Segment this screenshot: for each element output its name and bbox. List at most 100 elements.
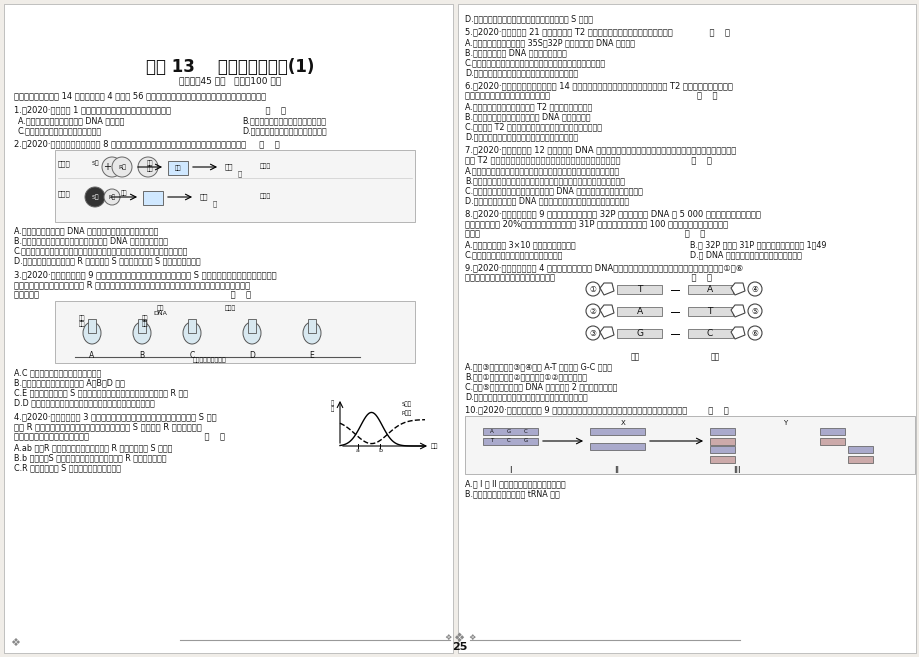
- Text: A.对两组噬菌体应分别使用 35S、32P 对其蛋白质和 DNA 进行标记: A.对两组噬菌体应分别使用 35S、32P 对其蛋白质和 DNA 进行标记: [464, 38, 634, 47]
- Text: R型菌: R型菌: [402, 410, 412, 416]
- Text: 第二组: 第二组: [58, 190, 71, 196]
- Polygon shape: [731, 283, 744, 295]
- Text: ⑤: ⑤: [751, 307, 757, 315]
- Text: A.图中③为氢键，且③与④可为 A-T 碱基对或 G-C 碱基对: A.图中③为氢键，且③与④可为 A-T 碱基对或 G-C 碱基对: [464, 362, 611, 371]
- Bar: [589, 428, 644, 435]
- Text: A.蓝藻叶绿素合成相关酶是由 DNA 控制合成: A.蓝藻叶绿素合成相关酶是由 DNA 控制合成: [18, 116, 124, 125]
- Text: A: A: [89, 351, 95, 360]
- Text: C.噬菌体增殖需要细菌提供模板、原料和酶等: C.噬菌体增殖需要细菌提供模板、原料和酶等: [464, 250, 562, 259]
- Text: C.图中⑤为磷酸基团，此 DNA 片段中含有 2 个游离的磷酸基团: C.图中⑤为磷酸基团，此 DNA 片段中含有 2 个游离的磷酸基团: [464, 382, 617, 391]
- Text: 含: 含: [330, 400, 334, 405]
- Text: C.从第二组死亡小鼠体内分离出的肺炎双球菌在培养基上培养，都会产生光滑菌落: C.从第二组死亡小鼠体内分离出的肺炎双球菌在培养基上培养，都会产生光滑菌落: [14, 246, 188, 255]
- Text: 菌与 R 型活细菌混合，注射到小鼠体内，小鼠体内 S 型细菌和 R 型细菌的含量: 菌与 R 型活细菌混合，注射到小鼠体内，小鼠体内 S 型细菌和 R 型细菌的含量: [14, 422, 201, 431]
- Text: A: A: [490, 429, 494, 434]
- Text: DNA: DNA: [153, 311, 166, 316]
- Text: B.图中①为腺嘌呤，②为胞嘧啶，①②通过氢键连接: B.图中①为腺嘌呤，②为胞嘧啶，①②通过氢键连接: [464, 372, 586, 381]
- Text: 10.【2020·湖南郴州质检一 9 题】如图表示发生在细胞中的某过程。下列相关叙述错误的是        （    ）: 10.【2020·湖南郴州质检一 9 题】如图表示发生在细胞中的某过程。下列相关…: [464, 405, 728, 414]
- Text: 第一组: 第一组: [58, 160, 71, 167]
- Circle shape: [747, 326, 761, 340]
- Bar: [687, 285, 732, 294]
- Text: R菌: R菌: [118, 164, 126, 170]
- Text: ❖: ❖: [468, 633, 475, 642]
- Text: D.图中甲链与乙链方向相反，但两条链碱基排列顺序相同: D.图中甲链与乙链方向相反，但两条链碱基排列顺序相同: [464, 392, 587, 401]
- Text: +: +: [103, 162, 111, 172]
- Text: S型菌: S型菌: [402, 401, 412, 407]
- Text: B.b 点之后，S 型细菌降低了小鼠免疫功能致使 R 型细菌大量繁殖: B.b 点之后，S 型细菌降低了小鼠免疫功能致使 R 型细菌大量繁殖: [14, 453, 166, 462]
- Text: 小鼠患败血症而死亡；无荚膜的 R 型菌无毒性。下图为研究人员所做的细菌转化实验示意图，下列相关说: 小鼠患败血症而死亡；无荚膜的 R 型菌无毒性。下图为研究人员所做的细菌转化实验示…: [14, 280, 250, 289]
- Circle shape: [585, 282, 599, 296]
- Text: 6.【2020·广州、深圳学调联盟二调 14 题】赫尔希和蔡斯精妙的实验设计思路使得 T2 噬菌体侵染大肠杆菌的: 6.【2020·广州、深圳学调联盟二调 14 题】赫尔希和蔡斯精妙的实验设计思路…: [464, 81, 732, 90]
- Text: D.该实验可以利用肺炎双球菌代替大肠杆菌进行试验: D.该实验可以利用肺炎双球菌代替大肠杆菌进行试验: [464, 68, 577, 77]
- Bar: [589, 443, 644, 450]
- Text: C: C: [706, 329, 712, 338]
- Polygon shape: [731, 327, 744, 339]
- Text: 老鼠活: 老鼠活: [260, 163, 271, 169]
- Text: 加热
杀死: 加热 杀死: [147, 160, 153, 172]
- Text: 混合: 混合: [120, 190, 127, 196]
- Bar: [819, 428, 844, 435]
- Text: III: III: [732, 466, 740, 475]
- Bar: [709, 438, 734, 445]
- Circle shape: [104, 189, 119, 205]
- Text: C: C: [524, 429, 528, 434]
- Text: ②: ②: [589, 307, 596, 315]
- Text: ①: ①: [589, 284, 596, 294]
- Circle shape: [102, 157, 122, 177]
- Text: 呤占全部碱基的 20%，用这个噬菌体侵染只含 31P 的大肠杆菌，共释放出 100 个子代噬菌体，下列叙述正: 呤占全部碱基的 20%，用这个噬菌体侵染只含 31P 的大肠杆菌，共释放出 10…: [464, 219, 727, 228]
- Text: B.能导致小鼠患败血症死亡的有 A、B、D 三组: B.能导致小鼠患败血症死亡的有 A、B、D 三组: [14, 378, 125, 387]
- Ellipse shape: [183, 322, 200, 344]
- Bar: [847, 446, 872, 453]
- Text: A: A: [706, 285, 712, 294]
- Text: ❖: ❖: [454, 632, 465, 645]
- Text: C.正常操作情况下两组实验的上清液和沉淀物的放射性强弱有差异: C.正常操作情况下两组实验的上清液和沉淀物的放射性强弱有差异: [464, 58, 606, 67]
- Text: 一、选择题：本题共 14 小题，每小题 4 分，共 56 分。每小题四个选项中，只有一个是符合题目要求的。: 一、选择题：本题共 14 小题，每小题 4 分，共 56 分。每小题四个选项中，…: [14, 91, 266, 100]
- Text: Y: Y: [782, 420, 787, 426]
- Bar: [168, 161, 187, 175]
- Text: 老鼠死: 老鼠死: [260, 193, 271, 198]
- Text: 8.【2020·天津和平区期末 9 题】假设一个双链均被 32P 标记的噬菌体 DNA 由 5 000 个碱基对组成，其中腺嘌: 8.【2020·天津和平区期末 9 题】假设一个双链均被 32P 标记的噬菌体 …: [464, 209, 760, 218]
- Text: 时间: 时间: [430, 443, 438, 449]
- Text: 甲链: 甲链: [630, 352, 639, 361]
- Text: D: D: [249, 351, 255, 360]
- Text: C.发藻的遗传物质含有核糖和胸腺嘧啶: C.发藻的遗传物质含有核糖和胸腺嘧啶: [18, 126, 102, 135]
- Ellipse shape: [302, 322, 321, 344]
- Text: R菌: R菌: [108, 194, 116, 200]
- Text: D.若小鼠死亡，则死亡小鼠体内只能分离出活的 S 型细菌: D.若小鼠死亡，则死亡小鼠体内只能分离出活的 S 型细菌: [464, 14, 593, 23]
- Text: （时间：45 分钟   分值：100 分）: （时间：45 分钟 分值：100 分）: [178, 76, 281, 85]
- Text: T: T: [637, 285, 642, 294]
- Circle shape: [138, 157, 158, 177]
- Text: ④: ④: [751, 284, 757, 294]
- Bar: [617, 329, 662, 338]
- Text: B.该实验还能证明 DNA 的半保留复制方式: B.该实验还能证明 DNA 的半保留复制方式: [464, 48, 566, 57]
- Text: D.该 DNA 发生突变，其控制的性状即发生改变: D.该 DNA 发生突变，其控制的性状即发生改变: [689, 250, 801, 259]
- Bar: [55, 150, 414, 222]
- Text: ③: ③: [589, 328, 596, 338]
- Text: 无荚
膜体: 无荚 膜体: [142, 315, 148, 327]
- Text: C.被标记的 T2 噬菌体与大肠杆菌混合后，需长时间保温培养: C.被标记的 T2 噬菌体与大肠杆菌混合后，需长时间保温培养: [464, 122, 601, 131]
- Text: ⑥: ⑥: [751, 328, 757, 338]
- Bar: [187, 319, 196, 333]
- Bar: [142, 191, 163, 205]
- Text: 有荚
膜体: 有荚 膜体: [79, 315, 85, 327]
- Bar: [4, 4, 452, 653]
- Text: T: T: [490, 438, 494, 443]
- Text: II: II: [614, 466, 618, 475]
- Bar: [687, 329, 732, 338]
- Circle shape: [747, 304, 761, 318]
- Text: I: I: [508, 466, 511, 475]
- Text: A.两个实验选用的实验材料除菌或病毒，均具有结构简单、繁殖快的优点: A.两个实验选用的实验材料除菌或病毒，均具有结构简单、繁殖快的优点: [464, 166, 619, 175]
- Text: A.ab 段，R 型细菌数量下降主要是因为 R 型细菌转化为 S 型细菌: A.ab 段，R 型细菌数量下降主要是因为 R 型细菌转化为 S 型细菌: [14, 443, 172, 452]
- Bar: [847, 456, 872, 463]
- Bar: [482, 438, 538, 445]
- Text: 25: 25: [452, 642, 467, 652]
- Bar: [458, 4, 915, 653]
- Bar: [709, 456, 734, 463]
- Bar: [88, 319, 96, 333]
- Text: 实验更具有说服力，相关叙述错误的是                                                        （    ）: 实验更具有说服力，相关叙述错误的是 （ ）: [464, 91, 717, 100]
- Circle shape: [585, 326, 599, 340]
- Text: G: G: [636, 329, 642, 338]
- Text: X: X: [620, 420, 625, 426]
- Circle shape: [747, 282, 761, 296]
- Polygon shape: [599, 305, 613, 317]
- Text: B.两个实验都应用了细菌培养技术和同位素标记技术为实验成功提供了保障: B.两个实验都应用了细菌培养技术和同位素标记技术为实验成功提供了保障: [464, 176, 624, 185]
